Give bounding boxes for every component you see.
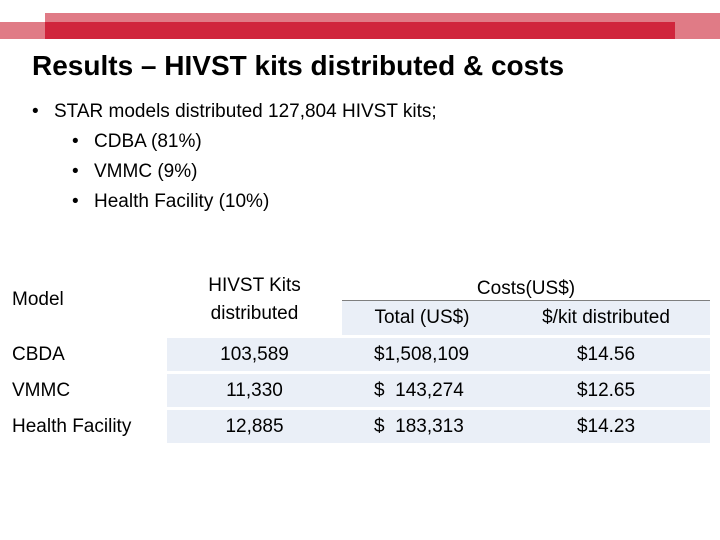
table-header-row: Model HIVST Kits distributed Costs(US$) … xyxy=(10,265,710,338)
accent-bar-main xyxy=(45,22,675,39)
header-costs-group: Costs(US$) Total (US$) $/kit distributed xyxy=(342,265,710,335)
cell-total: $ 183,313 xyxy=(342,410,502,443)
header-total: Total (US$) xyxy=(374,307,470,328)
table-row: CBDA 103,589 $1,508,109 $14.56 xyxy=(10,338,710,371)
header-costs: Costs(US$) xyxy=(342,265,710,301)
accent-bar-top xyxy=(45,13,720,22)
cell-total: $ 143,274 xyxy=(342,374,502,407)
cell-model: Health Facility xyxy=(12,415,132,437)
cell-per-kit: $12.65 xyxy=(502,374,710,407)
bullet-dot-icon: • xyxy=(72,161,79,182)
accent-bar-left xyxy=(0,22,45,39)
bullet-item-main: • STAR models distributed 127,804 HIVST … xyxy=(32,97,437,127)
header-per-kit: $/kit distributed xyxy=(542,307,670,328)
header-model: Model xyxy=(12,289,64,310)
bullet-text: STAR models distributed 127,804 HIVST ki… xyxy=(54,101,437,122)
cell-kits: 11,330 xyxy=(167,374,342,407)
cell-kits: 103,589 xyxy=(167,338,342,371)
header-kits-line2: distributed xyxy=(210,303,299,324)
cost-table: Model HIVST Kits distributed Costs(US$) … xyxy=(10,265,710,446)
header-kits-line1: HIVST Kits xyxy=(208,275,301,296)
cell-model: VMMC xyxy=(12,379,71,401)
sub-bullet-text: Health Facility (10%) xyxy=(94,191,270,212)
table-row: VMMC 11,330 $ 143,274 $12.65 xyxy=(10,374,710,407)
cell-per-kit: $14.23 xyxy=(502,410,710,443)
slide-title: Results – HIVST kits distributed & costs xyxy=(32,50,565,81)
sub-bullet-text: CDBA (81%) xyxy=(94,131,202,152)
cell-per-kit: $14.56 xyxy=(502,338,710,371)
bullet-dot-icon: • xyxy=(72,191,79,212)
sub-bullet-text: VMMC (9%) xyxy=(94,161,198,182)
cell-kits: 12,885 xyxy=(167,410,342,443)
bullet-dot-icon: • xyxy=(72,131,79,152)
table-row: Health Facility 12,885 $ 183,313 $14.23 xyxy=(10,410,710,443)
sub-bullet-item: • Health Facility (10%) xyxy=(32,187,437,217)
cell-total: $1,508,109 xyxy=(342,338,502,371)
bullet-list: • STAR models distributed 127,804 HIVST … xyxy=(32,97,437,217)
sub-bullet-item: • CDBA (81%) xyxy=(32,127,437,157)
header-costs-sub: Total (US$) $/kit distributed xyxy=(342,301,710,335)
cell-model: CBDA xyxy=(12,343,65,365)
accent-bar-right xyxy=(675,22,720,39)
bullet-dot-icon: • xyxy=(32,101,39,122)
sub-bullet-item: • VMMC (9%) xyxy=(32,157,437,187)
header-kits: HIVST Kits distributed xyxy=(167,265,342,335)
